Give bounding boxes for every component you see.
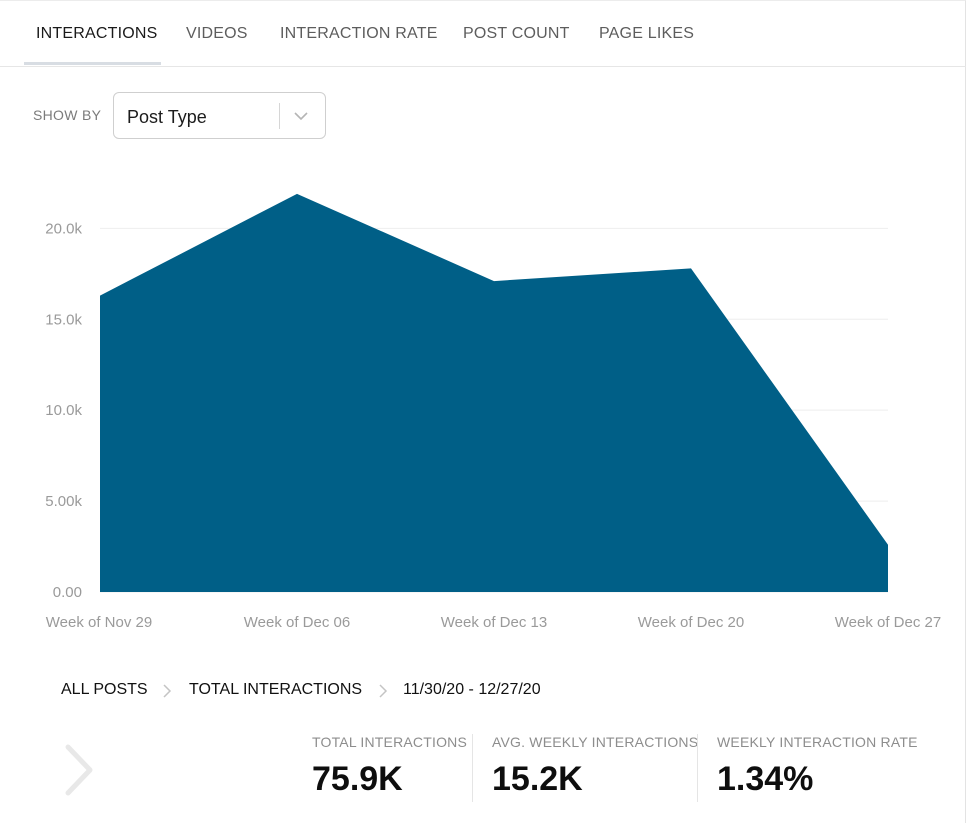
stat-total-interactions: TOTAL INTERACTIONS 75.9K <box>312 734 467 799</box>
metric-tabs: INTERACTIONS VIDEOS INTERACTION RATE POS… <box>0 1 966 67</box>
stat-divider <box>472 734 473 802</box>
tab-interactions[interactable]: INTERACTIONS <box>36 25 158 42</box>
area-series <box>100 193 888 592</box>
show-by-label: SHOW BY <box>33 107 102 123</box>
x-tick-label: Week of Nov 29 <box>46 614 152 631</box>
select-separator <box>279 103 280 129</box>
stat-avg-weekly-interactions: AVG. WEEKLY INTERACTIONS 15.2K <box>492 734 698 799</box>
interactions-area-chart: 0.00 5.00k 10.0k 15.0k 20.0k Week of Nov 29 We… <box>45 193 941 631</box>
show-by-selected-value: Post Type <box>127 107 207 127</box>
y-tick-label: 0.00 <box>53 584 82 601</box>
breadcrumb-all-posts[interactable]: ALL POSTS <box>61 681 148 698</box>
y-tick-label: 10.0k <box>45 402 82 419</box>
stat-value: 75.9K <box>312 760 403 798</box>
chevron-down-icon[interactable] <box>292 107 310 125</box>
x-tick-label: Week of Dec 20 <box>638 614 744 631</box>
y-tick-label: 15.0k <box>45 311 82 328</box>
x-tick-label: Week of Dec 13 <box>441 614 547 631</box>
stat-value: 15.2K <box>492 760 583 798</box>
tab-page-likes[interactable]: PAGE LIKES <box>599 25 695 42</box>
chevron-right-icon <box>379 684 388 698</box>
breadcrumb-date-range: 11/30/20 - 12/27/20 <box>403 681 541 698</box>
chevron-right-icon <box>163 684 172 698</box>
stat-label: TOTAL INTERACTIONS <box>312 734 468 750</box>
tab-videos[interactable]: VIDEOS <box>186 25 248 42</box>
stat-value: 1.34% <box>717 760 814 798</box>
y-tick-label: 5.00k <box>45 493 82 510</box>
x-tick-label: Week of Dec 06 <box>244 614 350 631</box>
tab-post-count[interactable]: POST COUNT <box>463 25 570 42</box>
stat-label: AVG. WEEKLY INTERACTIONS <box>492 734 699 750</box>
stat-weekly-interaction-rate: WEEKLY INTERACTION RATE 1.34% <box>717 734 918 799</box>
y-tick-label: 20.0k <box>45 220 82 237</box>
stat-divider <box>697 734 698 802</box>
breadcrumb-total-interactions[interactable]: TOTAL INTERACTIONS <box>189 681 363 698</box>
x-tick-label: Week of Dec 27 <box>835 614 941 631</box>
stat-label: WEEKLY INTERACTION RATE <box>717 734 918 750</box>
show-by-select[interactable]: Post Type <box>113 92 326 139</box>
chevron-left-icon[interactable] <box>62 743 96 797</box>
tab-interaction-rate[interactable]: INTERACTION RATE <box>280 25 438 42</box>
active-tab-indicator <box>24 62 161 65</box>
